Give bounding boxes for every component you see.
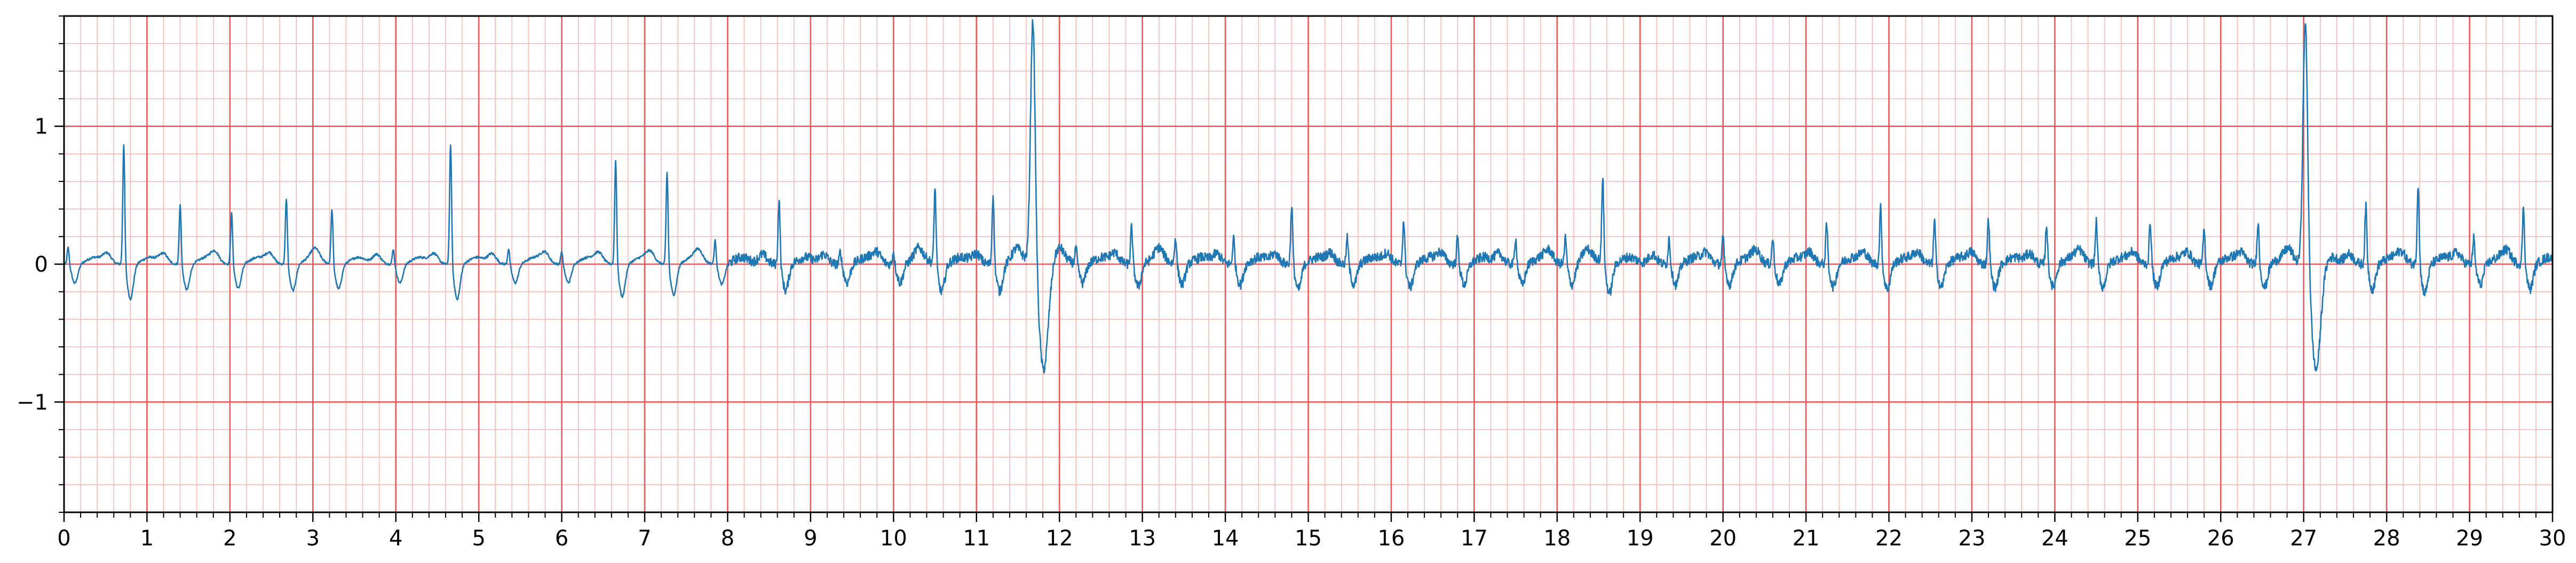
x-tick-label: 22 — [1875, 526, 1903, 551]
x-tick-label: 13 — [1129, 526, 1156, 551]
x-tick-label: 30 — [2539, 526, 2566, 551]
x-tick-label: 10 — [880, 526, 907, 551]
x-tick-label: 27 — [2290, 526, 2317, 551]
x-tick-label: 29 — [2456, 526, 2483, 551]
y-tick-label: 0 — [35, 252, 48, 277]
x-tick-label: 24 — [2041, 526, 2068, 551]
x-tick-label: 23 — [1959, 526, 1986, 551]
x-tick-label: 6 — [555, 526, 568, 551]
y-tick-label: 1 — [35, 115, 48, 139]
x-tick-label: 21 — [1793, 526, 1820, 551]
y-axis: −1 0 1 — [17, 15, 64, 513]
x-tick-label: 16 — [1377, 526, 1405, 551]
x-tick-label: 8 — [721, 526, 734, 551]
x-tick-label: 11 — [963, 526, 990, 551]
x-tick-label: 15 — [1295, 526, 1322, 551]
x-tick-label: 25 — [2124, 526, 2151, 551]
x-tick-label: 26 — [2207, 526, 2234, 551]
x-tick-label: 7 — [638, 526, 651, 551]
x-axis: 0 1 2 3 4 5 6 7 8 9 10 11 12 13 14 15 16 17 18 19 20 21 22 23 24… — [57, 512, 2566, 551]
x-tick-label: 4 — [389, 526, 402, 551]
x-tick-label: 28 — [2373, 526, 2400, 551]
y-tick-label: −1 — [17, 390, 48, 415]
series-line-group — [63, 19, 2553, 374]
x-tick-label: 0 — [57, 526, 70, 551]
x-tick-label: 1 — [140, 526, 154, 551]
x-tick-label: 20 — [1709, 526, 1737, 551]
x-tick-label: 18 — [1543, 526, 1571, 551]
x-tick-label: 3 — [306, 526, 320, 551]
x-tick-label: 9 — [804, 526, 817, 551]
x-tick-label: 12 — [1046, 526, 1073, 551]
x-tick-label: 5 — [472, 526, 485, 551]
x-tick-label: 2 — [223, 526, 236, 551]
series-line — [63, 19, 2553, 374]
x-tick-label: 17 — [1461, 526, 1488, 551]
x-tick-label: 19 — [1627, 526, 1654, 551]
x-tick-label: 14 — [1212, 526, 1239, 551]
